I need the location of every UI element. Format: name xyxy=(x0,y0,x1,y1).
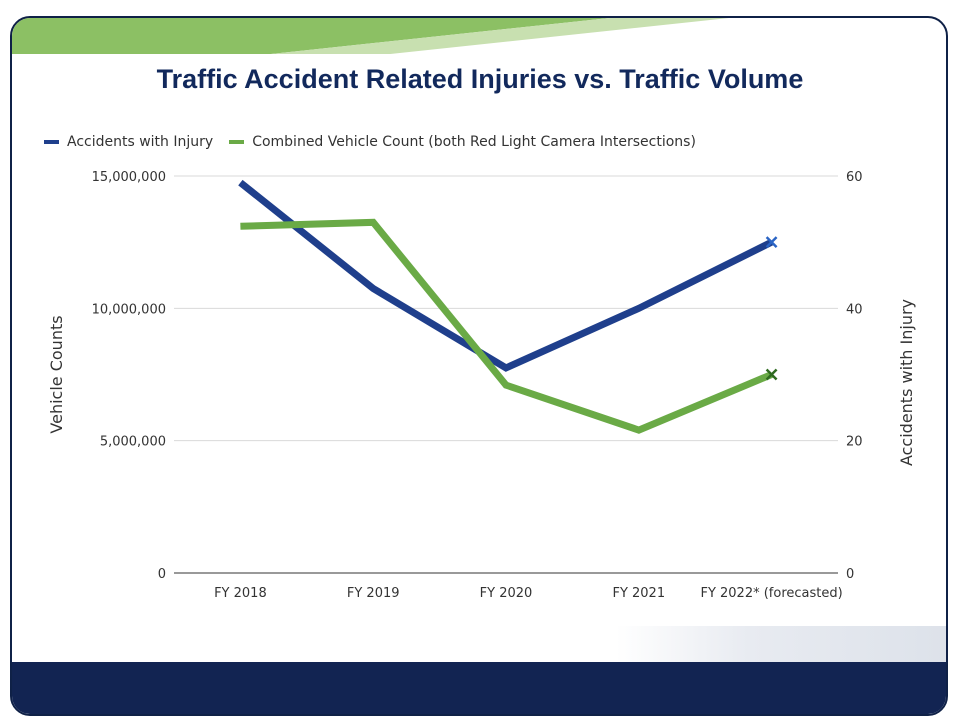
y-right-tick-label: 60 xyxy=(846,170,863,185)
y-left-tick-label: 0 xyxy=(158,567,166,582)
x-tick-label: FY 2018 xyxy=(214,586,267,601)
x-tick-label: FY 2019 xyxy=(347,586,400,601)
header-accent-band xyxy=(12,18,729,54)
y-left-tick-label: 10,000,000 xyxy=(92,302,166,317)
footer-bar xyxy=(12,662,946,714)
x-tick-label: FY 2022* (forecasted) xyxy=(700,586,842,601)
forecast-marker xyxy=(765,368,778,381)
y-left-axis-title: Vehicle Counts xyxy=(47,315,66,433)
legend-swatch-accidents xyxy=(44,140,59,144)
seal-watermark xyxy=(616,626,946,662)
legend-swatch-vehicles xyxy=(229,140,245,144)
y-right-axis-title: Accidents with Injury xyxy=(897,299,916,466)
chart-title: Traffic Accident Related Injuries vs. Tr… xyxy=(156,64,804,94)
y-right-tick-label: 20 xyxy=(846,435,863,450)
series-line-accidents xyxy=(238,179,774,372)
forecast-marker xyxy=(765,236,778,249)
legend-item-accidents: Accidents with Injury xyxy=(44,134,213,150)
chart-legend: Accidents with Injury Combined Vehicle C… xyxy=(44,133,712,151)
legend-label-vehicles: Combined Vehicle Count (both Red Light C… xyxy=(252,134,696,150)
y-left-tick-label: 15,000,000 xyxy=(92,170,166,185)
y-right-tick-label: 0 xyxy=(846,567,854,582)
legend-item-vehicles: Combined Vehicle Count (both Red Light C… xyxy=(229,134,696,150)
x-tick-label: FY 2020 xyxy=(480,586,533,601)
x-tick-label: FY 2021 xyxy=(612,586,665,601)
y-right-tick-label: 40 xyxy=(846,302,863,317)
y-left-tick-label: 5,000,000 xyxy=(100,435,166,450)
legend-label-accidents: Accidents with Injury xyxy=(67,134,214,150)
slide-frame xyxy=(10,16,948,716)
series-line-vehicles xyxy=(240,218,773,434)
